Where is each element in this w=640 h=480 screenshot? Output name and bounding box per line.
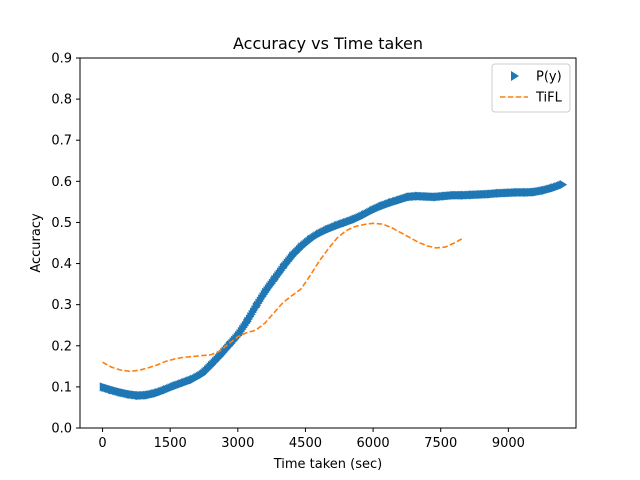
x-axis: 0 1500 3000 4500 6000 7500 9000 xyxy=(98,428,525,451)
data-point xyxy=(244,317,252,327)
data-point xyxy=(487,189,495,199)
series-marker-band xyxy=(99,180,567,401)
data-point xyxy=(99,382,108,392)
plot-area xyxy=(99,180,567,401)
legend: P(y) TiFL xyxy=(491,63,571,113)
x-axis-label: Time taken (sec) xyxy=(273,457,383,472)
data-point xyxy=(397,195,405,205)
data-point xyxy=(280,263,288,273)
legend-label: P(y) xyxy=(536,70,562,85)
data-point xyxy=(316,229,324,239)
series-p-y- xyxy=(99,180,567,401)
data-point xyxy=(325,224,333,234)
data-point xyxy=(298,242,306,252)
data-point xyxy=(469,190,477,200)
y-axis-label: Accuracy xyxy=(29,213,44,273)
y-tick-label: 0.4 xyxy=(51,257,72,272)
series-tifl xyxy=(102,222,464,373)
data-point xyxy=(271,275,279,285)
x-tick-label: 3000 xyxy=(221,436,254,451)
data-point xyxy=(370,205,378,215)
data-point xyxy=(126,389,135,399)
data-point xyxy=(153,388,162,398)
y-tick-label: 0.8 xyxy=(51,93,72,108)
x-tick-label: 9000 xyxy=(492,436,525,451)
data-point xyxy=(108,385,117,395)
data-point xyxy=(352,214,360,224)
data-point xyxy=(451,190,459,200)
y-tick-label: 0.3 xyxy=(51,298,72,313)
data-point xyxy=(171,381,180,391)
data-point xyxy=(135,391,144,401)
data-point xyxy=(361,210,369,220)
data-point xyxy=(307,235,315,245)
data-point xyxy=(262,287,270,297)
data-point xyxy=(541,185,549,195)
data-point xyxy=(478,189,486,199)
data-point xyxy=(559,180,567,190)
data-point xyxy=(162,385,171,395)
data-point xyxy=(514,187,522,197)
y-axis: 0.0 0.1 0.2 0.3 0.4 0.5 0.6 0.7 0.8 0.9 xyxy=(51,52,80,437)
legend-swatch xyxy=(511,71,519,81)
data-point xyxy=(505,188,513,198)
data-point xyxy=(253,302,261,312)
y-tick-label: 0.7 xyxy=(51,134,72,149)
x-tick-label: 6000 xyxy=(357,436,390,451)
data-point xyxy=(523,187,531,197)
data-point xyxy=(460,190,468,200)
data-point xyxy=(199,370,207,380)
x-tick-label: 7500 xyxy=(424,436,457,451)
legend-label: TiFL xyxy=(535,91,563,106)
data-point xyxy=(343,217,351,227)
series-line xyxy=(102,222,464,373)
data-point xyxy=(532,187,540,197)
data-point xyxy=(379,201,387,211)
data-point xyxy=(415,191,423,201)
data-point xyxy=(550,183,558,193)
data-point xyxy=(144,390,153,400)
x-tick-label: 0 xyxy=(98,436,106,451)
y-tick-label: 0.0 xyxy=(51,422,72,437)
plot-frame xyxy=(79,57,577,429)
y-tick-label: 0.2 xyxy=(51,339,72,354)
data-point xyxy=(406,192,414,202)
x-tick-label: 4500 xyxy=(289,436,322,451)
data-point xyxy=(190,374,198,384)
data-point xyxy=(208,361,216,371)
y-tick-label: 0.6 xyxy=(51,175,72,190)
chart-title: Accuracy vs Time taken xyxy=(233,34,423,53)
data-point xyxy=(424,192,432,202)
data-point xyxy=(442,191,450,201)
y-tick-label: 0.1 xyxy=(51,380,72,395)
data-point xyxy=(289,251,297,261)
data-point xyxy=(433,192,441,202)
data-point xyxy=(226,341,234,351)
data-point xyxy=(334,221,342,231)
data-point xyxy=(388,198,396,208)
y-tick-label: 0.5 xyxy=(51,216,72,231)
x-tick-label: 1500 xyxy=(154,436,187,451)
data-point xyxy=(496,188,504,198)
data-point xyxy=(217,351,225,361)
data-point xyxy=(181,378,189,388)
y-tick-label: 0.9 xyxy=(51,52,72,67)
data-point xyxy=(117,387,126,397)
